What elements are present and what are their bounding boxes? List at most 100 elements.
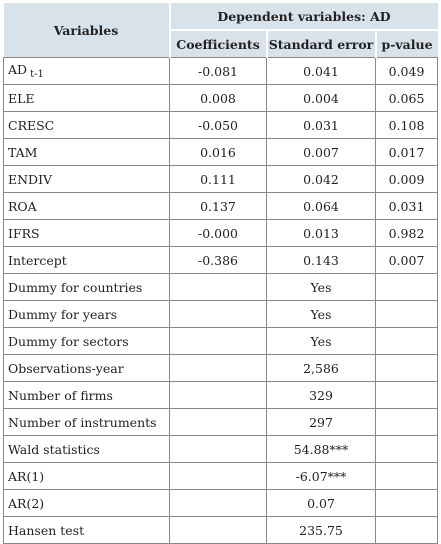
summary-value: 329 — [266, 381, 376, 409]
regression-results-table: Variables Dependent variables: AD Coeffi… — [3, 3, 439, 544]
summary-value: Yes — [266, 327, 376, 355]
row-label-subscript: t-1 — [30, 69, 44, 80]
summary-row: Number of instruments 297 — [3, 408, 439, 436]
row-label: ENDIV — [3, 165, 170, 193]
coefficient-cell: -0.000 — [169, 219, 267, 247]
summary-value: 0.07 — [266, 489, 376, 517]
standard-error-cell: 0.031 — [266, 111, 376, 139]
table-row: AD t-1 -0.081 0.041 0.049 — [3, 57, 439, 85]
table-row: ENDIV 0.111 0.042 0.009 — [3, 165, 439, 193]
empty-cell — [169, 327, 267, 355]
empty-cell — [374, 354, 439, 382]
summary-value: 54.88*** — [266, 435, 376, 463]
variables-header: Variables — [3, 3, 171, 58]
empty-cell — [169, 462, 267, 490]
empty-cell — [169, 489, 267, 517]
p-value-cell: 0.049 — [374, 57, 439, 85]
p-value-cell: 0.009 — [374, 165, 439, 193]
p-value-cell: 0.031 — [374, 192, 439, 220]
summary-label: Wald statistics — [3, 435, 170, 463]
summary-value: Yes — [266, 300, 376, 328]
summary-value: Yes — [266, 273, 376, 301]
table-row: ELE 0.008 0.004 0.065 — [3, 84, 439, 112]
summary-value: 2,586 — [266, 354, 376, 382]
summary-label: Dummy for years — [3, 300, 170, 328]
empty-cell — [169, 435, 267, 463]
table-body: AD t-1 -0.081 0.041 0.049 ELE 0.008 0.004… — [3, 57, 439, 544]
empty-cell — [169, 300, 267, 328]
p-value-cell: 0.017 — [374, 138, 439, 166]
row-label-text: AD — [8, 62, 28, 77]
empty-cell — [374, 273, 439, 301]
summary-label: Dummy for sectors — [3, 327, 170, 355]
p-value-cell: 0.982 — [374, 219, 439, 247]
summary-label: Number of firms — [3, 381, 170, 409]
coefficient-cell: 0.111 — [169, 165, 267, 193]
table-row: TAM 0.016 0.007 0.017 — [3, 138, 439, 166]
standard-error-cell: 0.064 — [266, 192, 376, 220]
p-value-header: p-value — [375, 30, 438, 58]
coefficient-cell: -0.081 — [169, 57, 267, 85]
empty-cell — [374, 516, 439, 544]
summary-label: Observations-year — [3, 354, 170, 382]
table-row: CRESC -0.050 0.031 0.108 — [3, 111, 439, 139]
p-value-cell: 0.108 — [374, 111, 439, 139]
summary-value: 297 — [266, 408, 376, 436]
summary-row: Wald statistics 54.88*** — [3, 435, 439, 463]
summary-label: AR(1) — [3, 462, 170, 490]
summary-row: Hansen test 235.75 — [3, 516, 439, 544]
coefficient-cell: 0.137 — [169, 192, 267, 220]
summary-row: AR(2) 0.07 — [3, 489, 439, 517]
table-row: ROA 0.137 0.064 0.031 — [3, 192, 439, 220]
coefficient-cell: 0.016 — [169, 138, 267, 166]
standard-error-cell: 0.143 — [266, 246, 376, 274]
empty-cell — [374, 381, 439, 409]
standard-error-header: Standard error — [266, 30, 377, 58]
summary-label: Number of instruments — [3, 408, 170, 436]
summary-row: Dummy for sectors Yes — [3, 327, 439, 355]
summary-row: Dummy for years Yes — [3, 300, 439, 328]
p-value-cell: 0.007 — [374, 246, 439, 274]
standard-error-cell: 0.007 — [266, 138, 376, 166]
standard-error-cell: 0.004 — [266, 84, 376, 112]
summary-value: -6.07*** — [266, 462, 376, 490]
header-row-columns: Coefficients Standard error p-value — [4, 30, 438, 58]
coefficient-cell: -0.050 — [169, 111, 267, 139]
table-row: Intercept -0.386 0.143 0.007 — [3, 246, 439, 274]
coefficients-header: Coefficients — [169, 30, 268, 58]
row-label: ROA — [3, 192, 170, 220]
summary-label: Hansen test — [3, 516, 170, 544]
empty-cell — [169, 408, 267, 436]
empty-cell — [169, 516, 267, 544]
row-label: IFRS — [3, 219, 170, 247]
empty-cell — [374, 435, 439, 463]
standard-error-cell: 0.042 — [266, 165, 376, 193]
header-row-top: Variables Dependent variables: AD — [3, 3, 438, 58]
row-label-ad: AD t-1 — [3, 57, 170, 85]
coefficient-cell: 0.008 — [169, 84, 267, 112]
summary-value: 235.75 — [266, 516, 376, 544]
empty-cell — [169, 273, 267, 301]
empty-cell — [374, 300, 439, 328]
table-row: IFRS -0.000 0.013 0.982 — [3, 219, 439, 247]
row-label: Intercept — [3, 246, 170, 274]
empty-cell — [169, 381, 267, 409]
row-label: TAM — [3, 138, 170, 166]
empty-cell — [374, 327, 439, 355]
summary-row: Dummy for countries Yes — [3, 273, 439, 301]
summary-label: Dummy for countries — [3, 273, 170, 301]
results-table-container: Variables Dependent variables: AD Coeffi… — [3, 3, 439, 544]
summary-label: AR(2) — [3, 489, 170, 517]
row-label: CRESC — [3, 111, 170, 139]
empty-cell — [374, 408, 439, 436]
empty-cell — [169, 354, 267, 382]
table-header: Variables Dependent variables: AD Coeffi… — [3, 3, 438, 58]
empty-cell — [374, 489, 439, 517]
dependent-variable-header: Dependent variables: AD — [169, 3, 438, 31]
standard-error-cell: 0.041 — [266, 57, 376, 85]
standard-error-cell: 0.013 — [266, 219, 376, 247]
summary-row: Observations-year 2,586 — [3, 354, 439, 382]
p-value-cell: 0.065 — [374, 84, 439, 112]
empty-cell — [374, 462, 439, 490]
coefficient-cell: -0.386 — [169, 246, 267, 274]
